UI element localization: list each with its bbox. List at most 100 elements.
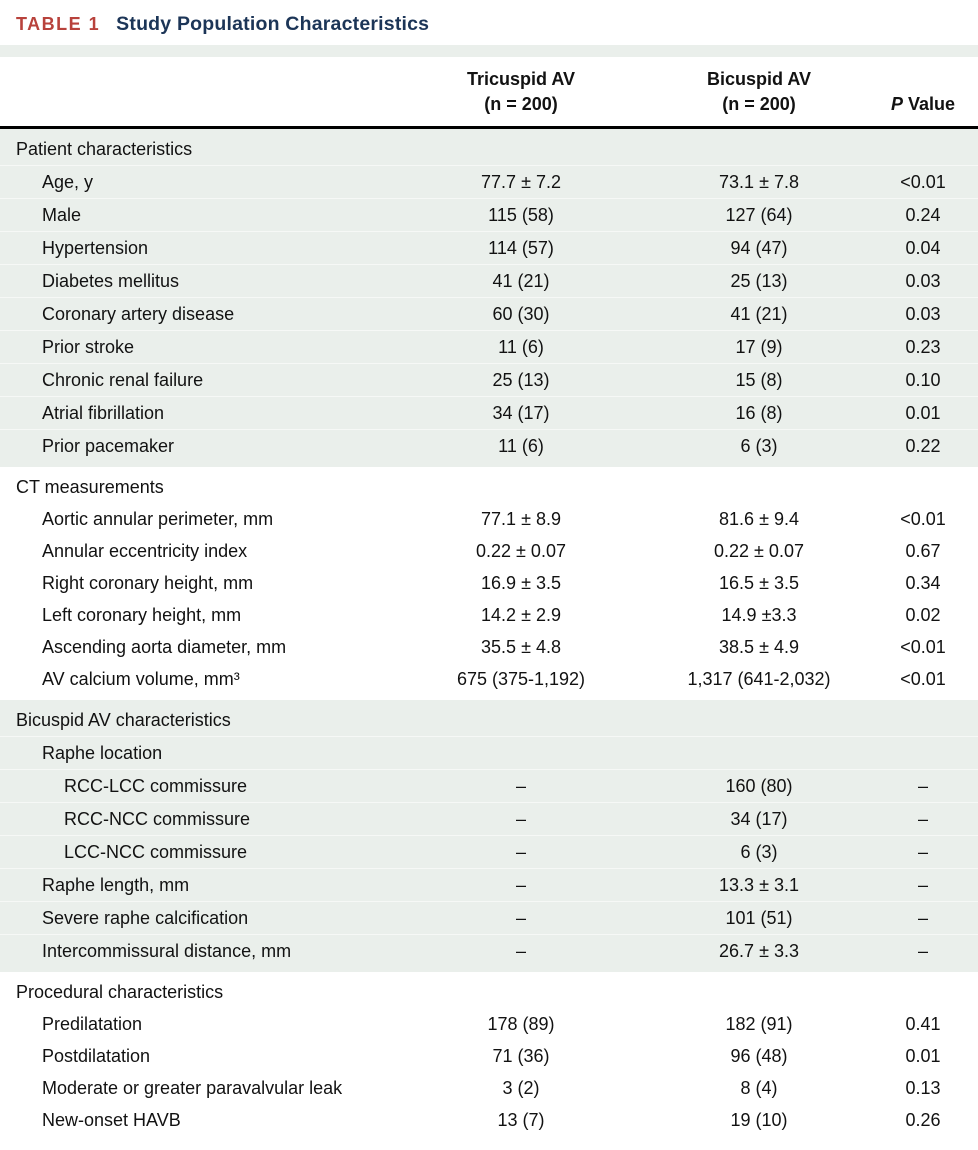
table-row: RCC-LCC commissure – 160 (80) – bbox=[0, 769, 978, 802]
cell-tricuspid: 35.5 ± 4.8 bbox=[481, 637, 561, 657]
row-label: Prior stroke bbox=[42, 337, 135, 357]
cell-bicuspid: 0.22 ± 0.07 bbox=[714, 541, 804, 561]
table-row: Predilatation 178 (89) 182 (91) 0.41 bbox=[0, 1008, 978, 1040]
table-row: Coronary artery disease 60 (30) 41 (21) 0.0… bbox=[0, 297, 978, 330]
cell-pvalue: 0.24 bbox=[905, 205, 941, 225]
cell-tricuspid bbox=[392, 737, 650, 769]
table-row: Severe raphe calcification – 101 (51) – bbox=[0, 901, 978, 934]
row-label: Right coronary height, mm bbox=[42, 573, 254, 593]
cell-tricuspid: – bbox=[515, 941, 526, 961]
table-number-label: TABLE 1 bbox=[16, 14, 101, 34]
cell-tricuspid: 16.9 ± 3.5 bbox=[481, 573, 561, 593]
cell-bicuspid: 94 (47) bbox=[730, 238, 788, 258]
column-header-tricuspid-name: Tricuspid AV bbox=[466, 69, 576, 89]
column-header-bicuspid-name: Bicuspid AV bbox=[706, 69, 811, 89]
cell-pvalue: 0.41 bbox=[905, 1014, 941, 1034]
cell-pvalue: <0.01 bbox=[900, 637, 946, 657]
table-row: Ascending aorta diameter, mm 35.5 ± 4.8 38… bbox=[0, 631, 978, 663]
row-label: Coronary artery disease bbox=[42, 304, 235, 324]
cell-tricuspid: 60 (30) bbox=[492, 304, 550, 324]
section-title: Bicuspid AV characteristics bbox=[16, 710, 231, 730]
cell-bicuspid: 8 (4) bbox=[740, 1078, 778, 1098]
table-caption: TABLE 1 Study Population Characteristics bbox=[0, 0, 978, 45]
cell-pvalue: 0.23 bbox=[905, 337, 941, 357]
table-row: Left coronary height, mm 14.2 ± 2.9 14.9 ±… bbox=[0, 599, 978, 631]
cell-tricuspid: 25 (13) bbox=[492, 370, 550, 390]
row-label: Left coronary height, mm bbox=[42, 605, 242, 625]
cell-bicuspid: 1,317 (641-2,032) bbox=[687, 669, 831, 689]
cell-pvalue: 0.22 bbox=[905, 436, 941, 456]
p-italic: P bbox=[890, 94, 903, 114]
row-label: Annular eccentricity index bbox=[42, 541, 248, 561]
row-label: Raphe length, mm bbox=[42, 875, 190, 895]
cell-pvalue: 0.26 bbox=[905, 1110, 941, 1130]
cell-bicuspid: 96 (48) bbox=[730, 1046, 788, 1066]
section-title: Patient characteristics bbox=[16, 139, 193, 159]
column-header-bicuspid: Bicuspid AV (n = 200) bbox=[650, 67, 868, 117]
cell-pvalue: 0.03 bbox=[905, 304, 941, 324]
cell-bicuspid: 160 (80) bbox=[725, 776, 793, 796]
cell-tricuspid: – bbox=[515, 908, 526, 928]
table-row: LCC-NCC commissure – 6 (3) – bbox=[0, 835, 978, 868]
cell-tricuspid: – bbox=[515, 776, 526, 796]
table-row: Prior pacemaker 11 (6) 6 (3) 0.22 bbox=[0, 429, 978, 462]
table-row: Raphe length, mm – 13.3 ± 3.1 – bbox=[0, 868, 978, 901]
cell-bicuspid: 41 (21) bbox=[730, 304, 788, 324]
row-label: LCC-NCC commissure bbox=[64, 842, 248, 862]
cell-pvalue: – bbox=[917, 875, 928, 895]
cell-tricuspid: – bbox=[515, 875, 526, 895]
column-header-bicuspid-n: (n = 200) bbox=[722, 94, 796, 114]
cell-bicuspid: 14.9 ±3.3 bbox=[721, 605, 797, 625]
row-label: Intercommissural distance, mm bbox=[42, 941, 292, 961]
row-label: Aortic annular perimeter, mm bbox=[42, 509, 274, 529]
caption-divider-strip bbox=[0, 45, 978, 57]
table-row: Male 115 (58) 127 (64) 0.24 bbox=[0, 198, 978, 231]
cell-pvalue: – bbox=[917, 941, 928, 961]
cell-bicuspid: 101 (51) bbox=[725, 908, 793, 928]
cell-tricuspid: 114 (57) bbox=[488, 238, 554, 258]
row-label: RCC-NCC commissure bbox=[64, 809, 251, 829]
cell-pvalue: – bbox=[917, 908, 928, 928]
row-label: Postdilatation bbox=[42, 1046, 151, 1066]
cell-tricuspid: – bbox=[515, 842, 526, 862]
cell-tricuspid: 115 (58) bbox=[488, 205, 554, 225]
table-row: New-onset HAVB 13 (7) 19 (10) 0.26 bbox=[0, 1104, 978, 1136]
cell-pvalue: 0.04 bbox=[905, 238, 941, 258]
cell-tricuspid: 34 (17) bbox=[492, 403, 550, 423]
cell-bicuspid: 182 (91) bbox=[725, 1014, 793, 1034]
row-label: New-onset HAVB bbox=[42, 1110, 181, 1130]
cell-tricuspid: 41 (21) bbox=[492, 271, 550, 291]
section-title: Procedural characteristics bbox=[16, 982, 224, 1002]
table-title: Study Population Characteristics bbox=[116, 13, 430, 35]
cell-pvalue: 0.03 bbox=[905, 271, 941, 291]
row-label: Prior pacemaker bbox=[42, 436, 175, 456]
row-label: Age, y bbox=[42, 172, 94, 192]
table-row: RCC-NCC commissure – 34 (17) – bbox=[0, 802, 978, 835]
table-row: Moderate or greater paravalvular leak 3 (… bbox=[0, 1072, 978, 1104]
cell-pvalue: 0.02 bbox=[905, 605, 941, 625]
cell-bicuspid: 13.3 ± 3.1 bbox=[719, 875, 799, 895]
section-header-row: Patient characteristics bbox=[0, 133, 978, 165]
section-header-row: CT measurements bbox=[0, 471, 978, 503]
table-row: Annular eccentricity index 0.22 ± 0.07 0.2… bbox=[0, 535, 978, 567]
cell-bicuspid: 26.7 ± 3.3 bbox=[719, 941, 799, 961]
cell-tricuspid: 178 (89) bbox=[487, 1014, 555, 1034]
row-label: Male bbox=[42, 205, 82, 225]
cell-pvalue bbox=[868, 737, 978, 769]
cell-tricuspid: 11 (6) bbox=[498, 436, 544, 456]
cell-bicuspid bbox=[650, 737, 868, 769]
row-label: RCC-LCC commissure bbox=[64, 776, 248, 796]
section-bicuspid-av-characteristics: Bicuspid AV characteristics Raphe locatio… bbox=[0, 700, 978, 972]
cell-bicuspid: 15 (8) bbox=[735, 370, 783, 390]
row-label: Hypertension bbox=[42, 238, 149, 258]
cell-tricuspid: – bbox=[515, 809, 526, 829]
cell-pvalue: 0.10 bbox=[905, 370, 941, 390]
table-row: Prior stroke 11 (6) 17 (9) 0.23 bbox=[0, 330, 978, 363]
cell-pvalue: – bbox=[917, 842, 928, 862]
section-header-row: Bicuspid AV characteristics bbox=[0, 704, 978, 736]
row-label: Ascending aorta diameter, mm bbox=[42, 637, 287, 657]
table-row: Atrial fibrillation 34 (17) 16 (8) 0.01 bbox=[0, 396, 978, 429]
table-row: Right coronary height, mm 16.9 ± 3.5 16.5 … bbox=[0, 567, 978, 599]
cell-bicuspid: 17 (9) bbox=[735, 337, 783, 357]
